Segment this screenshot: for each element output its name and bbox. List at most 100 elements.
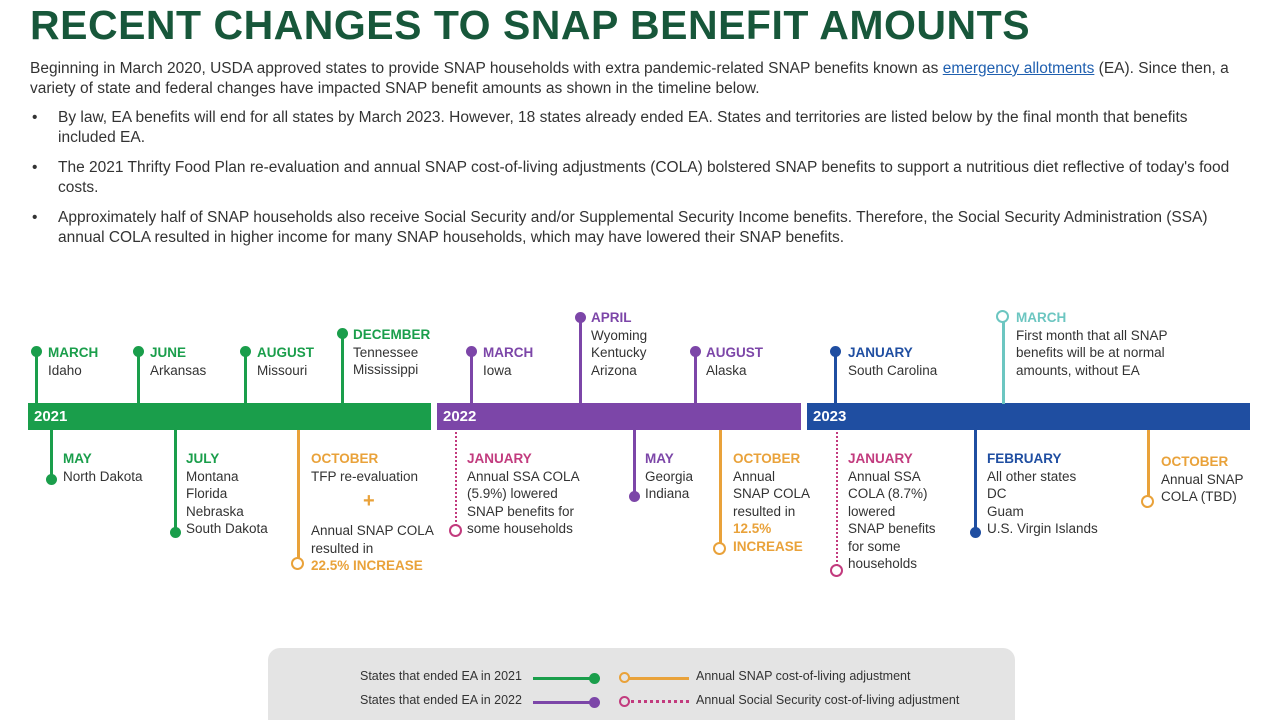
legend-line-snap-cola (629, 677, 689, 680)
event-month: MAY (645, 451, 674, 466)
event-month: MARCH (483, 345, 534, 360)
legend-node-icon (589, 673, 600, 684)
event-line: Wyoming (591, 327, 648, 343)
event-month: APRIL (591, 310, 632, 325)
timeline-open-node-icon (291, 557, 304, 570)
bullet-text: Approximately half of SNAP households al… (58, 209, 1208, 246)
event-text: Alaska (706, 362, 747, 378)
event-text: Iowa (483, 362, 512, 378)
bullet-dot-icon: • (32, 209, 38, 226)
timeline-open-node-icon (449, 524, 462, 537)
event-line: Mississippi (353, 362, 419, 377)
bullet-text: The 2021 Thrifty Food Plan re-evaluation… (58, 159, 1230, 196)
emergency-allotments-link[interactable]: emergency allotments (942, 60, 1095, 77)
event-line: resulted in (733, 503, 796, 519)
timeline-node-icon (133, 346, 144, 357)
event-january-2023: JANUARY South Carolina (848, 344, 937, 379)
intro-paragraph: Beginning in March 2020, USDA approved s… (30, 59, 1230, 99)
event-october-2021-cola: Annual SNAP COLA resulted in 22.5% INCREAS… (311, 522, 434, 575)
event-may-2021: MAY North Dakota (63, 450, 143, 485)
event-line: resulted in (311, 540, 374, 556)
event-highlight: INCREASE (733, 538, 803, 554)
event-march-2021: MARCH Idaho (48, 344, 98, 379)
event-line: Annual SNAP COLA (311, 523, 434, 538)
event-text: Arkansas (150, 362, 207, 378)
event-highlight: 12.5% (733, 521, 772, 536)
timeline-node-icon (337, 328, 348, 339)
legend-line-2022 (533, 701, 593, 704)
timeline-stem (834, 352, 837, 404)
timeline-node-icon (31, 346, 42, 357)
event-line: some households (467, 521, 573, 536)
event-february-2023: FEBRUARY All other states DC Guam U.S. Virgi… (987, 450, 1098, 538)
timeline-open-node-icon (1141, 495, 1154, 508)
event-month: DECEMBER (353, 327, 431, 342)
bullet-item: • Approximately half of SNAP households a… (30, 208, 1240, 248)
event-line: Annual (733, 468, 776, 484)
event-text: North Dakota (63, 468, 143, 484)
timeline-open-node-icon (713, 542, 726, 555)
bullet-item: • By law, EA benefits will end for all st… (30, 108, 1240, 148)
year-bar-2023: 2023 (807, 403, 1250, 430)
event-month: MARCH (48, 345, 99, 360)
event-line: Kentucky (591, 345, 647, 360)
event-month: JANUARY (848, 451, 913, 466)
timeline-stem (137, 352, 140, 404)
event-line: SNAP benefits for (467, 503, 575, 519)
event-month: MARCH (1016, 310, 1067, 325)
bullet-dot-icon: • (32, 159, 38, 176)
timeline-stem (579, 318, 582, 404)
legend-label-2021: States that ended EA in 2021 (360, 669, 522, 683)
timeline-open-node-icon (830, 564, 843, 577)
timeline-node-icon (830, 346, 841, 357)
legend-dotted-line-ssa-cola (631, 700, 689, 703)
legend-label-2022: States that ended EA in 2022 (360, 693, 522, 707)
event-line: Georgia (645, 468, 694, 484)
event-line: South Dakota (186, 521, 268, 536)
event-august-2022: AUGUST Alaska (706, 344, 763, 379)
bullet-item: • The 2021 Thrifty Food Plan re-evaluatio… (30, 158, 1240, 198)
event-line: amounts, without EA (1016, 362, 1140, 378)
legend-line-2021 (533, 677, 593, 680)
page-title: RECENT CHANGES TO SNAP BENEFIT AMOUNTS (30, 2, 1031, 48)
timeline-stem (50, 430, 53, 479)
event-january-2022: JANUARY Annual SSA COLA (5.9%) lowered SNAP… (467, 450, 580, 538)
event-line: Annual SNAP (1161, 471, 1244, 487)
timeline-dotted-stem (455, 432, 457, 526)
timeline-stem (244, 352, 247, 404)
timeline-node-icon (240, 346, 251, 357)
event-july-2021: JULY Montana Florida Nebraska South Dakota (186, 450, 268, 538)
event-line: SNAP benefits (848, 521, 936, 536)
legend-label-snap-cola: Annual SNAP cost-of-living adjustment (696, 669, 911, 683)
event-october-2022: OCTOBER Annual SNAP COLA resulted in 12.5% IN… (733, 450, 810, 555)
bullet-list: • By law, EA benefits will end for all st… (30, 108, 1240, 258)
event-line: Arizona (591, 362, 637, 378)
timeline-stem (470, 352, 473, 404)
event-line: households (848, 556, 918, 571)
event-line: lowered (848, 503, 896, 519)
event-line: DC (987, 486, 1007, 501)
event-text: Idaho (48, 362, 82, 378)
event-june-2021: JUNE Arkansas (150, 344, 206, 379)
event-march-2022: MARCH Iowa (483, 344, 533, 379)
event-month: AUGUST (257, 345, 314, 360)
timeline-stem (974, 430, 977, 532)
event-december-2021: DECEMBER Tennessee Mississippi (353, 326, 430, 379)
event-line: Guam (987, 503, 1024, 519)
event-january-2023-ssa: JANUARY Annual SSA COLA (8.7%) lowered SNAP … (848, 450, 936, 573)
event-line: Tennessee (353, 344, 419, 360)
event-line: Nebraska (186, 503, 244, 519)
event-month: OCTOBER (311, 451, 379, 466)
event-line: Annual SSA (848, 468, 921, 484)
legend-label-ssa-cola: Annual Social Security cost-of-living ad… (696, 693, 960, 707)
event-month: OCTOBER (733, 451, 801, 466)
event-line: (5.9%) lowered (467, 486, 558, 501)
timeline-dotted-stem (836, 432, 838, 566)
event-month: FEBRUARY (987, 451, 1062, 466)
event-text: Missouri (257, 362, 308, 378)
timeline-stem (174, 430, 177, 532)
event-april-2022: APRIL Wyoming Kentucky Arizona (591, 309, 647, 379)
event-october-2023: OCTOBER Annual SNAP COLA (TBD) (1161, 453, 1244, 506)
legend-node-icon (589, 697, 600, 708)
timeline-stem (35, 352, 38, 404)
